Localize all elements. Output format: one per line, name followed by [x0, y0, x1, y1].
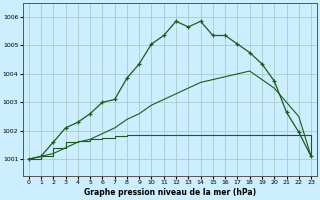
X-axis label: Graphe pression niveau de la mer (hPa): Graphe pression niveau de la mer (hPa) — [84, 188, 256, 197]
